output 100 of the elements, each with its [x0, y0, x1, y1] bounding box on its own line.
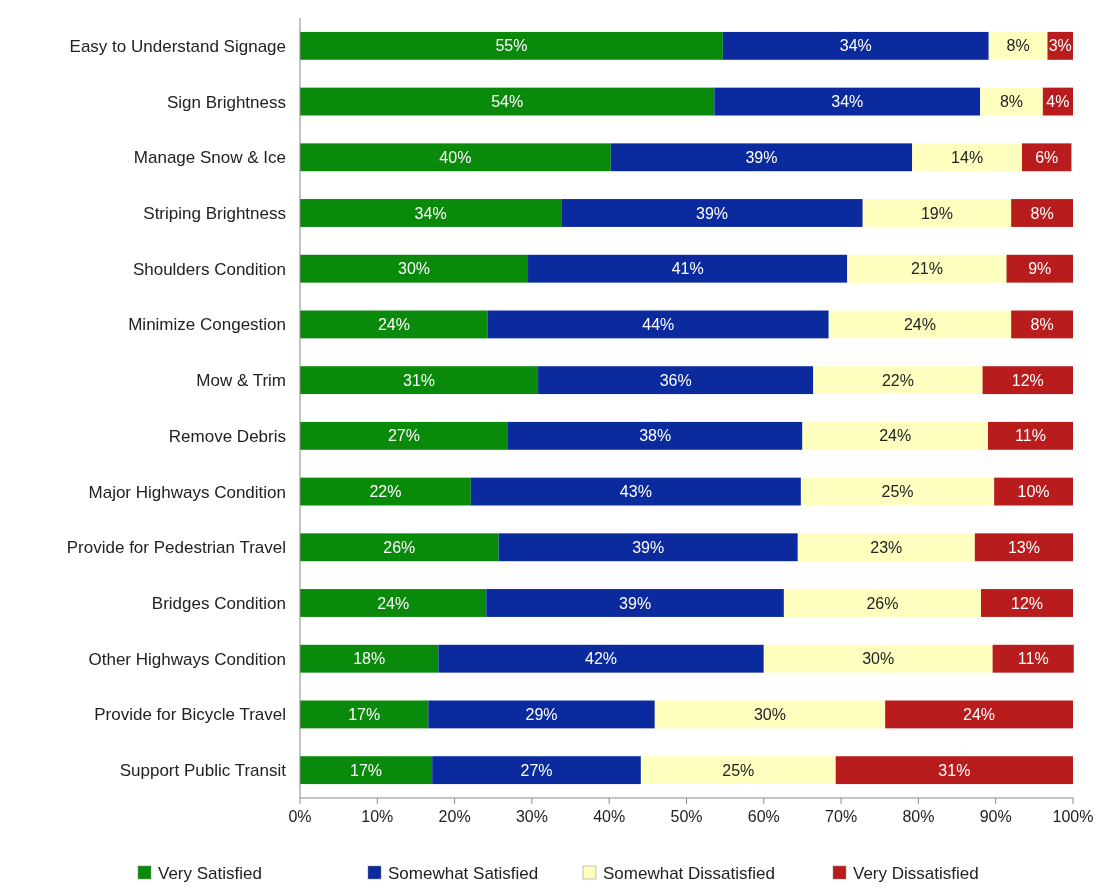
data-label: 23% — [870, 538, 903, 556]
data-label: 38% — [639, 427, 672, 445]
x-tick-label: 10% — [361, 808, 394, 825]
y-tick-label: Major Highways Condition — [88, 482, 286, 502]
bar — [300, 700, 429, 729]
data-label: 29% — [525, 706, 558, 724]
bar — [300, 199, 562, 227]
data-label: 30% — [398, 260, 431, 278]
bar — [982, 366, 1073, 395]
data-label: 24% — [377, 316, 410, 334]
data-label: 8% — [999, 93, 1024, 111]
data-label: 24% — [903, 316, 936, 334]
bar — [610, 143, 913, 172]
bar — [432, 756, 641, 785]
bar — [722, 31, 989, 60]
data-label: 34% — [831, 93, 864, 111]
bar — [300, 533, 499, 562]
data-label: 30% — [753, 706, 786, 724]
bar — [1006, 254, 1073, 283]
bar — [428, 700, 655, 729]
x-tick-label: 100% — [1052, 808, 1094, 825]
data-label: 30% — [862, 650, 895, 668]
data-label: 36% — [659, 371, 692, 389]
bar — [507, 421, 803, 450]
bar — [847, 254, 1007, 283]
data-label: 22% — [369, 483, 402, 501]
bar — [300, 589, 487, 617]
data-label: 3% — [1048, 37, 1072, 55]
y-tick-label: Provide for Pedestrian Travel — [66, 538, 286, 558]
bar — [300, 644, 439, 673]
data-label: 24% — [879, 427, 912, 445]
bar — [538, 366, 814, 395]
bar — [994, 477, 1073, 506]
bar — [763, 644, 993, 673]
data-label: 4% — [1046, 93, 1070, 111]
bar — [912, 143, 1022, 172]
y-tick-label: Shoulders Condition — [132, 259, 286, 279]
data-label: 11% — [1015, 427, 1046, 445]
bar — [862, 199, 1012, 227]
data-label: 26% — [383, 538, 416, 556]
bar — [992, 644, 1074, 673]
data-label: 39% — [695, 204, 729, 222]
y-tick-label: Easy to Understand Signage — [69, 36, 286, 56]
legend-label: Very Satisfied — [158, 863, 262, 883]
bar — [654, 700, 886, 729]
data-label: 24% — [963, 706, 996, 724]
data-label: 54% — [491, 93, 524, 111]
bar — [640, 756, 836, 785]
bar — [300, 366, 539, 395]
bar — [438, 644, 764, 673]
data-label: 34% — [839, 37, 872, 55]
bar — [987, 421, 1073, 450]
x-tick-label: 50% — [670, 808, 703, 825]
y-tick-label: Manage Snow & Ice — [133, 148, 286, 168]
data-label: 17% — [348, 706, 381, 724]
bar — [980, 87, 1043, 116]
bar — [885, 700, 1073, 729]
x-tick-label: 70% — [825, 808, 858, 825]
bar — [828, 310, 1012, 339]
data-label: 19% — [920, 204, 953, 222]
data-label: 17% — [350, 761, 383, 779]
bar — [486, 589, 784, 617]
data-label: 6% — [1035, 148, 1059, 166]
bar — [300, 254, 529, 283]
data-label: 21% — [910, 260, 943, 278]
bar — [300, 310, 488, 339]
data-label: 55% — [495, 37, 528, 55]
legend-label: Somewhat Dissatisfied — [603, 863, 775, 883]
data-label: 34% — [414, 204, 447, 222]
bar — [300, 143, 611, 172]
data-label: 8% — [1030, 204, 1054, 222]
bar — [783, 589, 982, 617]
bar — [528, 254, 848, 283]
bar — [300, 756, 433, 785]
data-label: 9% — [1028, 260, 1052, 278]
bar — [498, 533, 798, 562]
y-tick-label: Mow & Trim — [196, 371, 286, 391]
data-label: 14% — [951, 148, 984, 166]
data-label: 8% — [1006, 37, 1030, 55]
y-tick-label: Remove Debris — [168, 426, 286, 446]
data-label: 27% — [387, 427, 420, 445]
x-tick-label: 90% — [979, 808, 1012, 825]
bar — [300, 87, 715, 116]
x-tick-label: 60% — [747, 808, 780, 825]
bar — [835, 756, 1073, 785]
y-tick-label: Other Highways Condition — [88, 649, 286, 669]
y-tick-label: Minimize Congestion — [128, 315, 286, 335]
data-label: 26% — [866, 594, 899, 612]
bar — [470, 477, 801, 506]
data-label: 27% — [520, 761, 553, 779]
data-label: 10% — [1017, 483, 1050, 501]
bar — [300, 477, 471, 506]
x-tick-label: 80% — [902, 808, 935, 825]
data-label: 31% — [403, 371, 436, 389]
data-label: 24% — [377, 594, 410, 612]
data-label: 39% — [745, 148, 778, 166]
bar — [561, 199, 863, 227]
bar — [802, 421, 988, 450]
data-label: 39% — [619, 594, 652, 612]
bar — [300, 421, 508, 450]
